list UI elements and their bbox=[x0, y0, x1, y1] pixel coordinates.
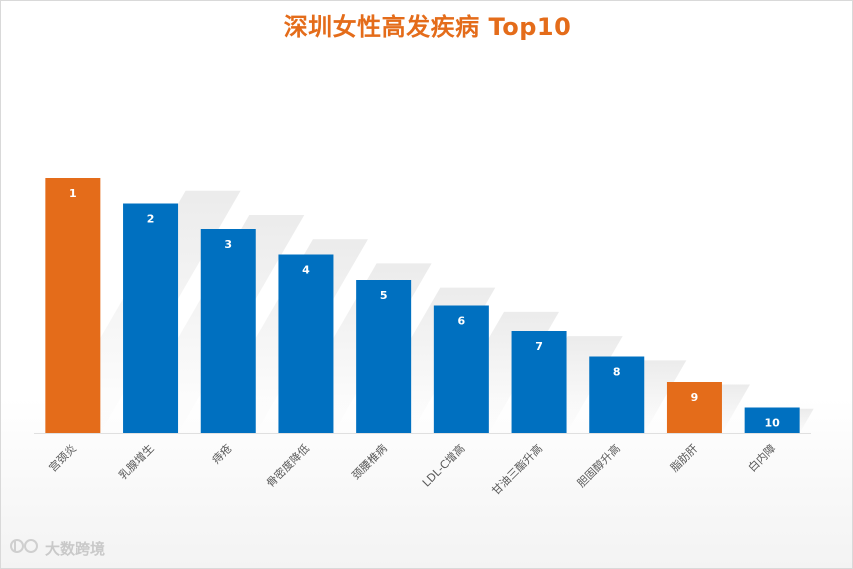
x-tick-label-2: 乳腺增生 bbox=[116, 441, 157, 482]
bar-6[interactable] bbox=[433, 305, 489, 434]
x-tick-label-1: 宫颈炎 bbox=[46, 441, 79, 474]
chart-title: 深圳女性高发疾病 Top10 bbox=[283, 13, 572, 41]
bar-2[interactable] bbox=[123, 203, 179, 434]
x-tick-label-9: 脂肪肝 bbox=[667, 441, 700, 474]
x-tick-label-5: 颈腰椎病 bbox=[349, 441, 390, 482]
bar-3[interactable] bbox=[200, 229, 256, 433]
bar-8[interactable] bbox=[589, 356, 645, 434]
bar-5[interactable] bbox=[356, 280, 412, 433]
data-label-8: 8 bbox=[613, 366, 621, 379]
x-tick-label-8: 胆固醇升高 bbox=[574, 441, 623, 490]
bar-4[interactable] bbox=[278, 254, 334, 434]
data-label-9: 9 bbox=[691, 391, 699, 404]
bar-1[interactable] bbox=[45, 178, 101, 433]
bar-10[interactable] bbox=[744, 407, 800, 434]
data-label-2: 2 bbox=[147, 213, 155, 226]
data-label-4: 4 bbox=[302, 264, 310, 277]
x-tick-label-10: 白内障 bbox=[745, 441, 778, 474]
watermark: 大数跨境 bbox=[9, 536, 105, 560]
data-label-5: 5 bbox=[380, 289, 388, 302]
bar-7[interactable] bbox=[511, 331, 567, 433]
data-label-10: 10 bbox=[764, 417, 780, 430]
watermark-logo-icon bbox=[9, 536, 41, 560]
watermark-text: 大数跨境 bbox=[45, 539, 106, 558]
data-label-3: 3 bbox=[224, 238, 232, 251]
x-tick-label-7: 甘油三酯升高 bbox=[489, 441, 546, 498]
data-label-7: 7 bbox=[535, 340, 543, 353]
bar-9[interactable] bbox=[666, 382, 722, 433]
data-label-1: 1 bbox=[69, 187, 77, 200]
x-tick-label-6: LDL-C增高 bbox=[419, 441, 467, 489]
data-label-6: 6 bbox=[458, 315, 466, 328]
x-tick-label-4: 骨密度降低 bbox=[263, 441, 312, 490]
x-tick-label-3: 痔疮 bbox=[209, 441, 234, 466]
